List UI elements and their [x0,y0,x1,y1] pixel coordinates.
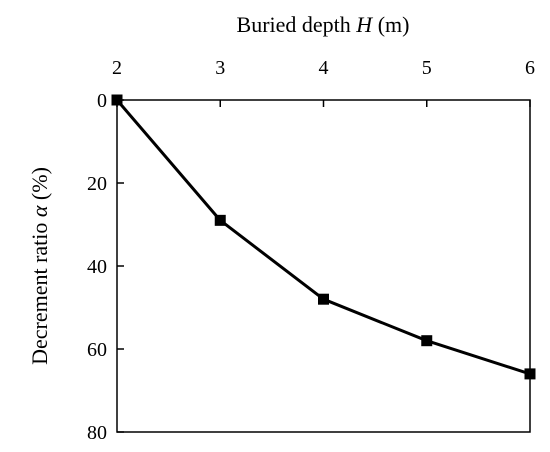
data-point [524,368,536,380]
y-axis-ticks: 0 20 40 60 80 [87,90,124,444]
x-tick-label: 2 [112,57,122,79]
y-tick-label: 60 [87,339,107,361]
data-point [318,293,329,305]
y-axis-title: Decrement ratio α (%) [27,167,52,365]
data-point [421,335,433,347]
y-tick-label: 20 [87,173,107,195]
plot-frame [116,99,531,433]
x-tick-label: 4 [319,57,329,79]
x-tick-label: 3 [215,57,225,79]
data-point [214,214,226,226]
x-tick-label: 6 [525,57,535,79]
x-axis-ticks: 2 3 4 5 6 [112,57,535,107]
y-tick-label: 80 [87,422,107,444]
y-tick-label: 0 [97,90,107,112]
data-series [111,94,536,380]
x-axis-title: Buried depth H (m) [237,12,410,37]
x-tick-label: 5 [422,57,432,79]
y-tick-label: 40 [87,256,107,278]
data-point [111,94,123,106]
series-line [115,99,531,376]
